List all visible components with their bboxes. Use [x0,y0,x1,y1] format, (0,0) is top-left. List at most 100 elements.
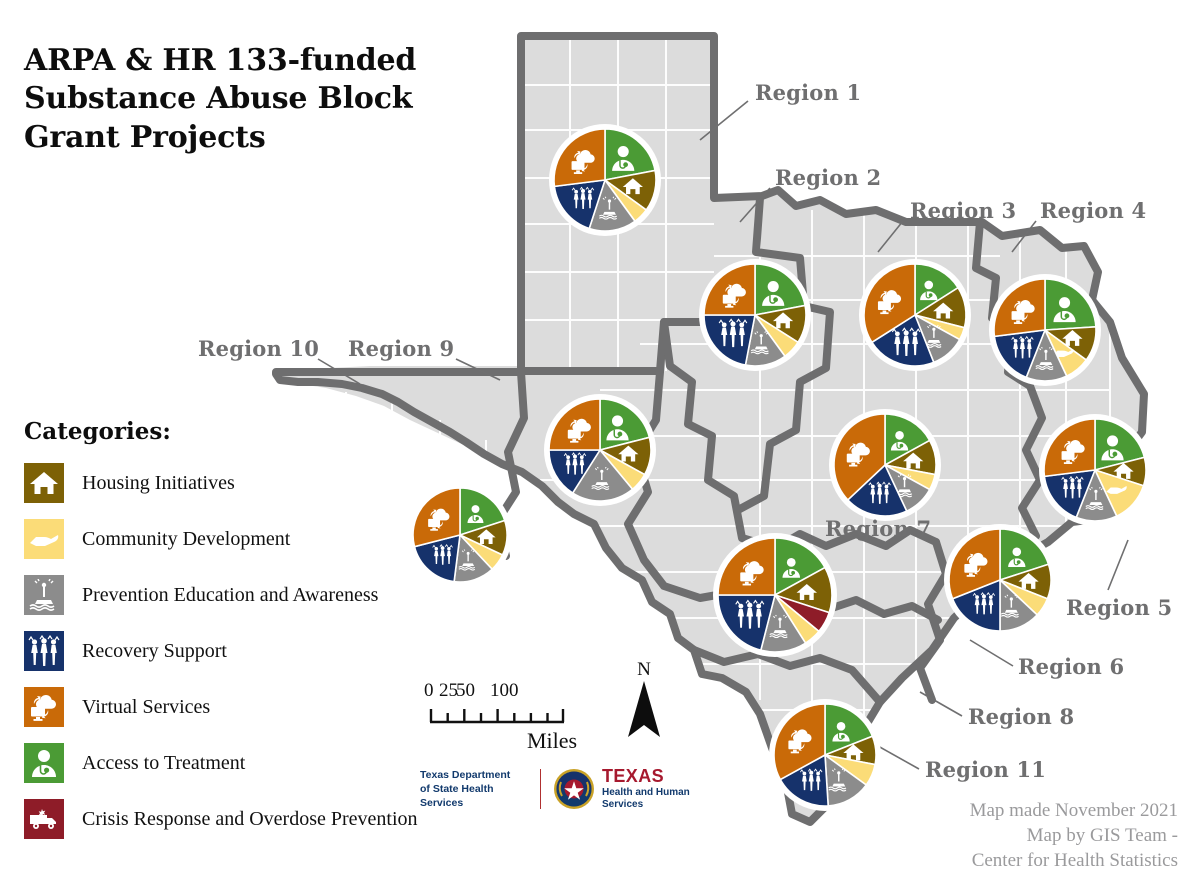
legend-label-crisis: Crisis Response and Overdose Prevention [82,807,418,830]
hhs-subtitle: Health and Human Services [602,787,690,812]
scale-bar: 0 25 50 100 [424,680,568,733]
scale-bar-ticks: 0 25 50 100 [424,680,568,702]
pie-slice-treatment-region-3 [914,263,960,317]
region-label-5: Region 5 [1066,595,1173,620]
legend: Categories: Housing Initiatives Community… [24,418,524,851]
hhs-logo: TEXAS Health and Human Services [553,767,690,812]
credit-line-1: Map made November 2021 [969,800,1178,821]
pie-slice-treatment-region-7 [884,413,931,467]
leader-line-region-6 [969,639,1014,667]
region-label-4: Region 4 [1040,198,1147,223]
hhs-sub-line-1: Health and Human [602,786,690,798]
people-raised-hands-icon [28,635,60,667]
pie-chart-region-10 [412,487,508,583]
legend-label-housing: Housing Initiatives [82,471,235,494]
legend-item-crisis: Crisis Response and Overdose Prevention [24,795,524,843]
lighthouse-icon [28,579,60,611]
legend-swatch-treatment [24,743,64,783]
legend-item-virtual: Virtual Services [24,683,524,731]
pie-chart-region-11 [773,703,877,807]
helping-hand-icon [28,523,60,555]
legend-swatch-crisis [24,799,64,839]
region-label-10: Region 10 [198,336,320,361]
title-line-3: Grant Projects [24,119,266,155]
pie-slice-recovery-region-2 [703,314,756,367]
legend-item-community: Community Development [24,515,524,563]
legend-item-treatment: Access to Treatment [24,739,524,787]
title-line-2: Substance Abuse Block [24,81,413,117]
scale-tick-50: 50 [456,680,475,701]
legend-label-treatment: Access to Treatment [82,751,246,774]
title-line-1: ARPA & HR 133-funded [24,43,417,78]
pie-chart-region-3 [863,263,967,367]
legend-item-recovery: Recovery Support [24,627,524,675]
pie-slice-recovery-region-8 [717,594,777,652]
leader-line-region-4 [1011,220,1037,253]
agency-logos: Texas Department of State Health Service… [420,765,720,813]
region-label-2: Region 2 [775,165,882,190]
leader-line-region-9 [455,358,501,381]
scale-tick-0: 0 [424,680,434,701]
pie-chart-region-2 [703,263,807,367]
pie-slice-treatment-region-6 [999,528,1050,582]
pie-slice-recovery-region-1 [553,179,607,230]
pie-slice-treatment-region-8 [774,537,827,597]
texas-seal-icon [554,769,594,809]
house-icon [28,467,60,499]
monitor-cloud-icon [28,691,60,723]
north-arrow-icon [628,681,660,737]
pie-slice-treatment-region-11 [824,703,874,757]
pie-chart-region-4 [993,278,1097,382]
region-label-1: Region 1 [755,80,862,105]
map-credit: Map made November 2021 Map by GIS Team -… [970,798,1178,873]
dshs-logo-text: Texas Department of State Health Service… [420,768,528,811]
region-label-6: Region 6 [1018,654,1125,679]
pie-chart-region-6 [948,528,1052,632]
region-label-9: Region 9 [348,336,455,361]
dshs-line-1: Texas Department [420,768,511,781]
scale-bar-graphic [429,709,565,724]
region-label-8: Region 8 [968,704,1075,729]
page-title: ARPA & HR 133-funded Substance Abuse Blo… [24,42,504,157]
label-leader-lines [317,100,1129,770]
pie-slice-prevention-region-9 [571,448,634,502]
credit-line-3: Center for Health Statistics [971,850,1178,872]
north-arrow: N [622,660,666,746]
region-pie-charts [408,124,1151,811]
legend-label-prevention: Prevention Education and Awareness [82,583,379,606]
pie-chart-region-7 [833,413,937,517]
leader-line-region-5 [1107,539,1129,591]
pie-slice-recovery-region-5 [1043,469,1097,519]
legend-item-housing: Housing Initiatives [24,459,524,507]
region-label-3: Region 3 [910,198,1017,223]
pie-slice-recovery-region-4 [993,329,1047,379]
legend-swatch-community [24,519,64,559]
legend-swatch-recovery [24,631,64,671]
region-label-7: Region 7 [825,516,932,541]
hhs-sub-line-2: Services [602,799,644,810]
leader-line-region-2 [739,187,771,223]
leader-line-region-8 [919,691,963,717]
leader-line-region-10 [317,358,361,385]
region-label-11: Region 11 [925,757,1047,782]
legend-swatch-virtual [24,687,64,727]
scale-tick-100: 100 [490,680,519,701]
logo-divider [540,769,541,809]
legend-label-virtual: Virtual Services [82,695,211,718]
pie-chart-region-8 [717,537,833,653]
leader-line-region-1 [699,100,749,141]
dshs-line-2: of State Health Services [420,782,494,810]
north-arrow-letter: N [637,659,651,680]
pie-chart-region-5 [1043,418,1147,522]
pie-slice-prevention-region-1 [588,178,637,232]
pie-slice-recovery-region-7 [846,463,908,517]
doctor-icon [28,747,60,779]
pie-slice-recovery-region-3 [870,313,935,367]
legend-heading: Categories: [24,418,171,445]
legend-item-prevention: Prevention Education and Awareness [24,571,524,619]
pie-chart-region-9 [548,398,652,502]
pie-chart-region-1 [553,128,657,232]
legend-label-community: Community Development [82,527,291,550]
